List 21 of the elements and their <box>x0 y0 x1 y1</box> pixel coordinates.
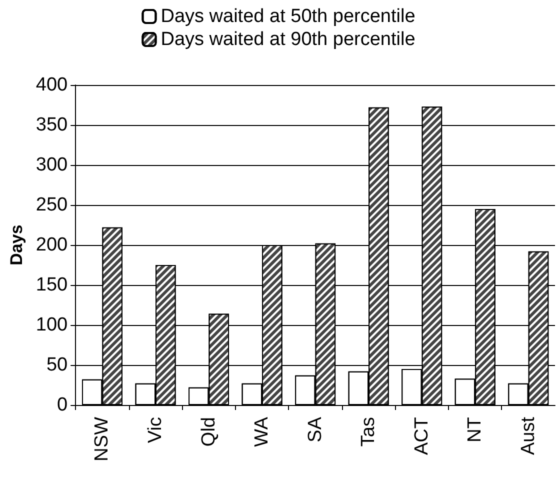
legend-label: Days waited at 90th percentile <box>160 29 416 50</box>
y-tick-label: 400 <box>36 74 68 96</box>
y-tick-label: 350 <box>36 114 68 136</box>
y-axis-title: Days <box>7 224 26 266</box>
y-tick-label: 200 <box>36 234 68 256</box>
x-tick-label: Aust <box>518 416 539 456</box>
y-tick-label: 250 <box>36 194 68 216</box>
x-tick-label: Vic <box>145 417 166 444</box>
y-tick-label: 150 <box>36 274 68 296</box>
y-tick-label: 100 <box>36 314 68 336</box>
y-tick-label: 0 <box>57 394 68 416</box>
x-tick-label: WA <box>252 416 273 447</box>
x-tick-label: ACT <box>411 416 432 455</box>
x-tick-label: Tas <box>358 417 380 447</box>
y-tick-label: 300 <box>36 154 68 176</box>
y-tick-label: 50 <box>46 354 68 376</box>
x-tick-label: NT <box>464 416 486 442</box>
x-tick-label: Qld <box>198 417 220 447</box>
x-tick-label: NSW <box>92 416 113 462</box>
x-tick-label: SA <box>304 416 326 442</box>
legend-label: Days waited at 50th percentile <box>160 6 416 27</box>
